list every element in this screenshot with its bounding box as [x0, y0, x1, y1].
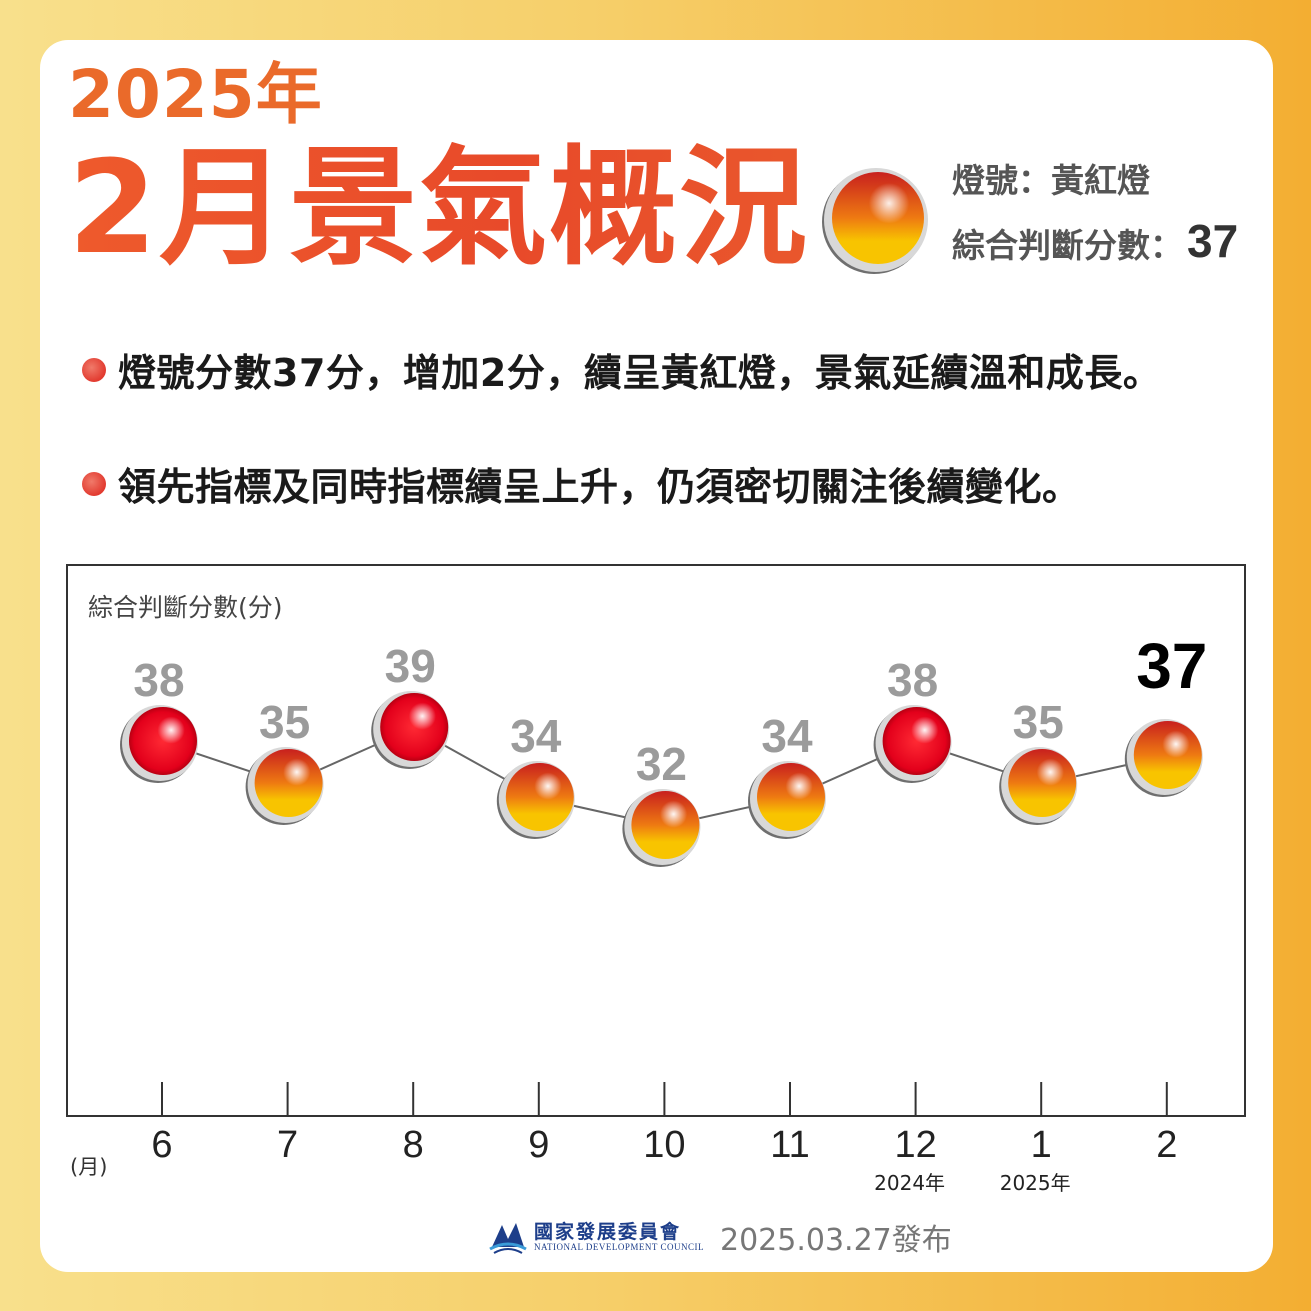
release-date: 2025.03.27發布 — [720, 1223, 952, 1258]
org-name-en: NATIONAL DEVELOPMENT COUNCIL — [534, 1241, 704, 1252]
data-point — [120, 705, 198, 783]
x-tick-label: 11 — [770, 1124, 809, 1166]
x-tick-label: 6 — [151, 1124, 172, 1166]
data-point — [1124, 719, 1203, 797]
signal-info: 燈號：黃紅燈 綜合判斷分數： 37 — [952, 161, 1239, 267]
x-tick-label: 8 — [403, 1124, 424, 1166]
signal-light-icon — [822, 168, 928, 274]
data-label: 39 — [385, 640, 436, 692]
score-label: 綜合判斷分數： — [952, 226, 1183, 266]
bullet-text: 領先指標及同時指標續呈上升，仍須密切關注後續變化。 — [118, 465, 1081, 509]
data-label: 35 — [1013, 696, 1064, 748]
year-label: 2025年 — [1000, 1171, 1071, 1195]
data-point — [622, 789, 701, 867]
y-axis-label: 綜合判斷分數(分) — [88, 593, 283, 622]
org-name: 國家發展委員會 NATIONAL DEVELOPMENT COUNCIL — [534, 1220, 704, 1253]
x-tick-label: 7 — [277, 1124, 298, 1166]
data-point — [999, 747, 1078, 825]
data-label: 34 — [510, 710, 562, 762]
data-label: 34 — [761, 710, 813, 762]
ndc-logo-icon — [489, 1223, 527, 1254]
signal-label: 燈號：黃紅燈 — [952, 161, 1150, 200]
x-tick-label: 1 — [1031, 1124, 1052, 1166]
org-name-cn: 國家發展委員會 — [534, 1220, 682, 1243]
data-point — [371, 691, 450, 769]
data-point — [496, 761, 575, 839]
bullet-dot-icon — [82, 357, 106, 382]
score-line: 綜合判斷分數： 37 — [952, 215, 1239, 267]
year-title: 2025年 — [68, 56, 323, 133]
x-tick-label: 2 — [1156, 1124, 1177, 1166]
footer: 國家發展委員會 NATIONAL DEVELOPMENT COUNCIL 202… — [488, 1212, 952, 1262]
x-tick-label: 10 — [643, 1124, 685, 1166]
data-label: 35 — [259, 696, 310, 748]
data-label: 38 — [887, 654, 938, 706]
main-card — [40, 40, 1273, 1272]
data-point — [245, 747, 324, 825]
x-axis-unit: (月) — [70, 1155, 107, 1179]
data-label: 38 — [133, 654, 184, 706]
data-label: 37 — [1136, 630, 1207, 702]
data-point — [873, 705, 952, 783]
data-label: 32 — [636, 738, 687, 790]
data-point — [748, 761, 826, 839]
x-tick-label: 12 — [894, 1124, 936, 1166]
x-tick-label: 9 — [528, 1124, 549, 1166]
bullet-item: 領先指標及同時指標續呈上升，仍須密切關注後續變化。 — [82, 456, 1081, 511]
bullet-text: 燈號分數37分，增加2分，續呈黃紅燈，景氣延續溫和成長。 — [118, 351, 1162, 395]
score-value: 37 — [1187, 215, 1239, 267]
year-label: 2024年 — [874, 1171, 945, 1195]
bullet-dot-icon — [82, 471, 106, 496]
bullet-item: 燈號分數37分，增加2分，續呈黃紅燈，景氣延續溫和成長。 — [82, 342, 1161, 397]
month-title: 2月景氣概況 — [68, 134, 810, 283]
chart-frame — [66, 564, 1246, 1117]
